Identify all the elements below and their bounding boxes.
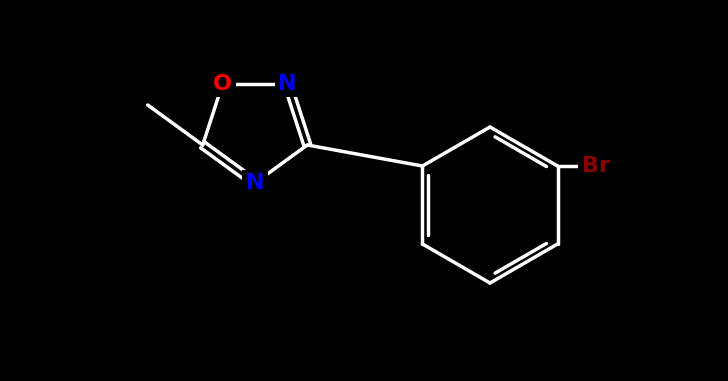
Text: Br: Br <box>582 156 609 176</box>
Text: N: N <box>278 74 296 93</box>
Text: N: N <box>246 173 264 193</box>
Text: O: O <box>213 74 232 93</box>
